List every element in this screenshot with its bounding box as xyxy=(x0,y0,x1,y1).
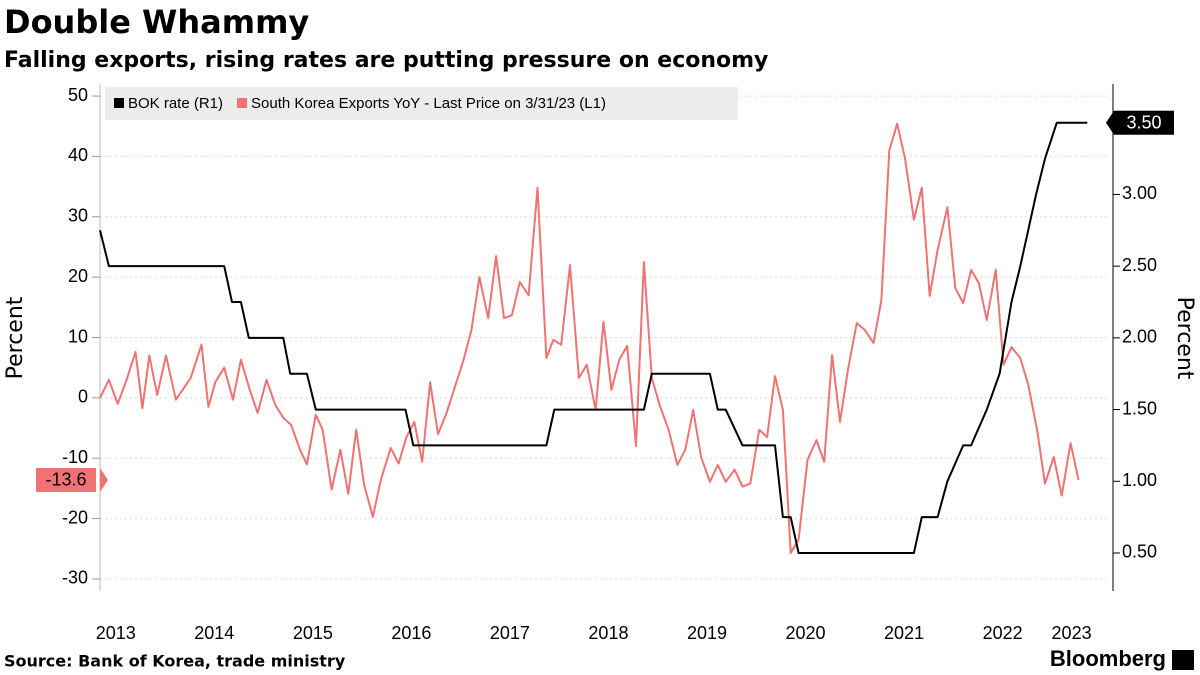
end-label-box xyxy=(1114,110,1174,135)
y-tick-label: 50 xyxy=(68,85,88,105)
end-label-pointer xyxy=(1106,110,1114,135)
x-tick-label: 2014 xyxy=(194,623,234,643)
y2-axis-label: Percent xyxy=(1172,297,1197,380)
end-label-box xyxy=(36,467,96,492)
y2-tick-label: 1.50 xyxy=(1122,398,1157,418)
y2-tick-label: 0.50 xyxy=(1122,542,1157,562)
legend-swatch xyxy=(237,98,248,108)
brand-icon xyxy=(1172,650,1194,670)
series-line xyxy=(99,122,1080,554)
legend-swatch xyxy=(114,98,124,108)
y-tick-label: 0 xyxy=(78,387,88,407)
chart-subtitle: Falling exports, rising rates are puttin… xyxy=(4,48,768,73)
end-label: 3.50 xyxy=(1126,112,1161,132)
x-tick-label: 2015 xyxy=(293,623,333,643)
y-tick-label: 40 xyxy=(68,145,88,165)
x-tick-label: 2017 xyxy=(490,623,530,643)
x-tick-label: 2019 xyxy=(687,623,727,643)
x-tick-label: 2013 xyxy=(96,623,136,643)
brand: Bloomberg xyxy=(1050,646,1166,671)
y2-tick-label: 2.50 xyxy=(1122,255,1157,275)
y-axis-label: Percent xyxy=(3,296,28,379)
y-tick-label: -10 xyxy=(62,447,88,467)
y2-tick-label: 3.00 xyxy=(1122,183,1157,203)
x-tick-label: 2020 xyxy=(785,623,825,643)
y-tick-label: -30 xyxy=(62,568,88,588)
legend-label: South Korea Exports YoY - Last Price on … xyxy=(251,95,606,112)
legend-label: BOK rate (R1) xyxy=(128,95,223,112)
y-tick-label: 10 xyxy=(68,326,88,346)
x-tick-label: 2022 xyxy=(983,623,1023,643)
end-label: -13.6 xyxy=(45,470,86,490)
x-tick-label: 2018 xyxy=(588,623,628,643)
y-tick-label: 30 xyxy=(68,206,88,226)
end-label-pointer xyxy=(100,467,108,492)
series-line xyxy=(99,121,1088,554)
y2-tick-label: 1.00 xyxy=(1122,470,1157,490)
legend-box xyxy=(105,87,738,120)
chart-title: Double Whammy xyxy=(4,3,309,41)
x-tick-label: 2021 xyxy=(884,623,924,643)
source: Source: Bank of Korea, trade ministry xyxy=(4,652,346,671)
y-tick-label: 20 xyxy=(68,266,88,286)
y-tick-label: -20 xyxy=(62,507,88,527)
x-tick-label: 2023 xyxy=(1052,623,1092,643)
x-tick-label: 2016 xyxy=(391,623,431,643)
y2-tick-label: 2.00 xyxy=(1122,327,1157,347)
